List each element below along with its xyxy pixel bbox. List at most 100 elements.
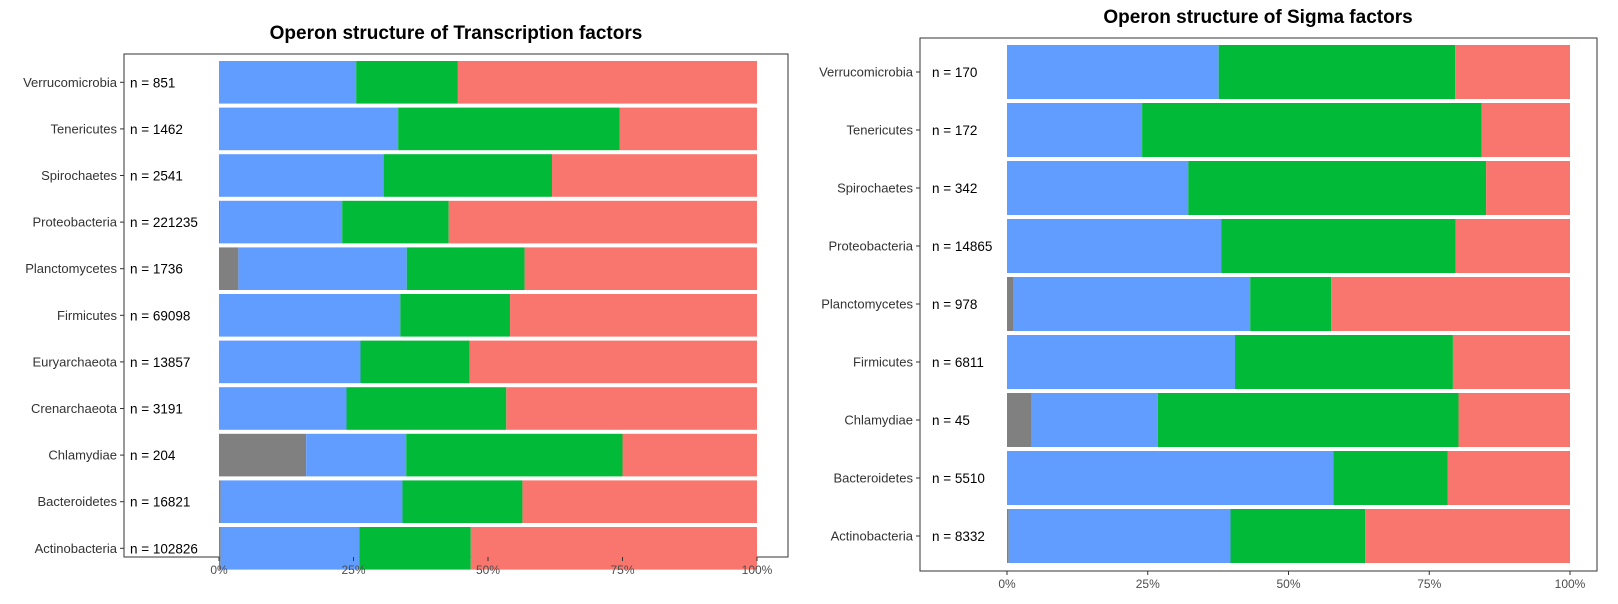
bar-segment-blue [219, 154, 384, 197]
bar-segment-gray [219, 200, 221, 244]
bar-segment-red [506, 387, 757, 430]
category-label: Firmicutes [57, 308, 117, 323]
bar-segment-red [1458, 393, 1570, 447]
bar-segment-green [360, 340, 470, 384]
x-tick-label: 100% [1555, 577, 1586, 591]
sample-count-label: n = 102826 [130, 541, 198, 556]
bar-segment-green [383, 154, 553, 197]
bar-segment-green [398, 107, 620, 151]
bar-segment-blue [1007, 335, 1236, 389]
bar-segment-blue [1007, 45, 1219, 99]
bar-segment-green [1221, 219, 1456, 273]
bar-segment-gray [219, 433, 307, 477]
category-label: Crenarchaeota [31, 401, 118, 416]
sample-count-label: n = 204 [130, 448, 176, 463]
bar-segment-red [1447, 451, 1570, 505]
bar-segment-green [1333, 451, 1448, 505]
category-label: Euryarchaeota [32, 354, 117, 369]
bar-segment-gray [219, 247, 239, 290]
bar-segment-blue [1008, 509, 1231, 563]
x-tick-label: 25% [341, 563, 365, 577]
bar-segment-gray [219, 480, 221, 523]
bar-segment-red [522, 480, 757, 523]
bar-segment-gray [1007, 393, 1032, 447]
category-label: Actinobacteria [35, 541, 118, 556]
sample-count-label: n = 1462 [130, 122, 183, 137]
bar-segment-blue [1007, 451, 1334, 505]
category-label: Tenericutes [847, 123, 914, 138]
category-label: Bacteroidetes [834, 471, 914, 486]
sample-count-label: n = 8332 [932, 529, 985, 544]
category-label: Bacteroidetes [38, 494, 118, 509]
sample-count-label: n = 13857 [130, 355, 190, 370]
sample-count-label: n = 342 [932, 181, 977, 196]
bar-segment-blue [220, 480, 403, 523]
bar-segment-blue [1007, 103, 1143, 157]
x-tick-label: 50% [476, 563, 500, 577]
bar-segment-blue [1013, 277, 1251, 331]
bar-segment-red [1481, 103, 1570, 157]
category-label: Spirochaetes [41, 168, 117, 183]
category-label: Proteobacteria [32, 215, 117, 230]
bar-segment-red [524, 247, 757, 290]
bar-segment-red [1452, 335, 1570, 389]
sample-count-label: n = 851 [130, 75, 175, 90]
bar-segment-red [552, 154, 757, 197]
bar-segment-red [1365, 509, 1570, 563]
bar-segment-gray [1007, 509, 1009, 563]
sample-count-label: n = 16821 [130, 495, 190, 510]
sample-count-label: n = 6811 [932, 355, 984, 370]
x-tick-label: 25% [1136, 577, 1160, 591]
bar-segment-blue [219, 387, 347, 430]
bar-segment-green [1188, 161, 1487, 215]
bar-segment-green [1250, 277, 1332, 331]
bar-segment-red [448, 200, 757, 244]
bar-segment-red [457, 61, 757, 104]
x-tick-label: 75% [1417, 577, 1441, 591]
sample-count-label: n = 1736 [130, 262, 183, 277]
bar-segment-green [359, 527, 471, 570]
category-label: Proteobacteria [828, 239, 913, 254]
bar-segment-red [619, 107, 757, 151]
chart-title: Operon structure of Transcription factor… [270, 23, 643, 44]
bar-segment-blue [306, 433, 407, 477]
bar-segment-blue [1031, 393, 1158, 447]
bar-segment-blue [220, 200, 343, 244]
bar-segment-green [400, 294, 511, 337]
bar-segment-green [356, 61, 458, 104]
sample-count-label: n = 172 [932, 123, 977, 138]
sample-count-label: n = 978 [932, 297, 977, 312]
bar-segment-red [510, 294, 757, 337]
sample-count-label: n = 2541 [130, 169, 183, 184]
bar-segment-red [469, 340, 757, 384]
x-tick-label: 0% [210, 563, 228, 577]
category-label: Actinobacteria [831, 529, 914, 544]
bar-segment-blue [219, 107, 399, 151]
category-label: Firmicutes [853, 355, 913, 370]
bar-segment-green [1235, 335, 1453, 389]
x-tick-label: 100% [742, 563, 773, 577]
category-label: Verrucomicrobia [23, 75, 118, 90]
bar-segment-red [622, 433, 757, 477]
category-label: Spirochaetes [837, 181, 913, 196]
bar-segment-blue [219, 294, 401, 337]
bar-segment-green [406, 247, 525, 290]
bar-segment-gray [1007, 277, 1014, 331]
bar-segment-blue [219, 61, 357, 104]
bar-segment-blue [1007, 161, 1189, 215]
chart-title: Operon structure of Sigma factors [1103, 7, 1412, 28]
x-tick-label: 0% [998, 577, 1016, 591]
bar-segment-gray [219, 527, 221, 570]
bar-segment-green [1157, 393, 1459, 447]
x-tick-label: 75% [610, 563, 634, 577]
bar-segment-red [1331, 277, 1570, 331]
transcription-factors-panel: Operon structure of Transcription factor… [23, 23, 789, 577]
sample-count-label: n = 45 [932, 413, 970, 428]
bar-segment-blue [220, 527, 360, 570]
category-label: Verrucomicrobia [819, 65, 914, 80]
bar-segment-green [1142, 103, 1482, 157]
bar-segment-blue [1007, 219, 1222, 273]
bar-segment-green [406, 433, 623, 477]
category-label: Planctomycetes [821, 297, 913, 312]
